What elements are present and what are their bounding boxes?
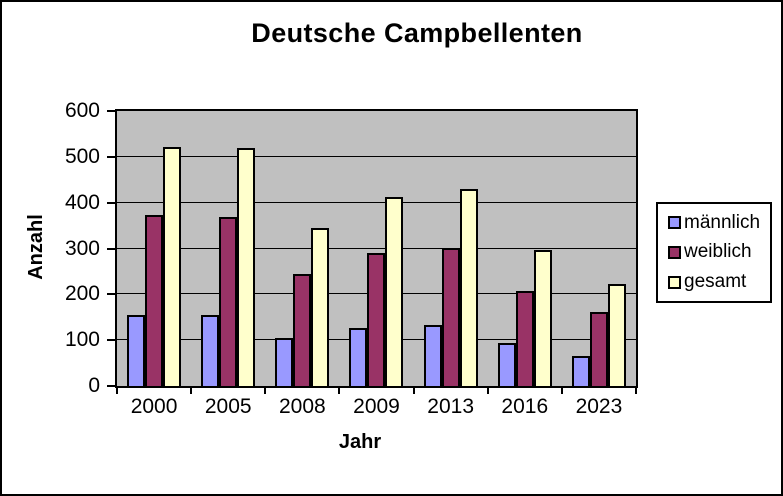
x-axis-tick-label: 2008 (278, 395, 326, 418)
legend-item: männlich (668, 212, 768, 234)
bar-gesamt (533, 250, 552, 386)
y-axis-tick (107, 385, 115, 387)
x-axis-tick-label: 2016 (501, 395, 549, 418)
bar-weiblich (145, 215, 164, 386)
gridline (117, 247, 636, 249)
bar-weiblich (515, 291, 534, 386)
bar-weiblich (219, 217, 238, 386)
legend-swatch-gesamt (668, 275, 681, 289)
legend-label: weiblich (684, 241, 752, 263)
chart-title: Deutsche Campbellenten (251, 18, 583, 48)
plot-area (115, 109, 638, 388)
legend-item: weiblich (668, 241, 768, 263)
bar-gesamt (311, 228, 330, 386)
legend-item: gesamt (668, 271, 768, 293)
y-axis-tick-label: 200 (64, 282, 100, 306)
bar-männlich (201, 315, 220, 386)
bar-männlich (349, 328, 368, 386)
bar-gesamt (607, 284, 626, 386)
y-axis-tick-label: 100 (64, 328, 100, 352)
y-axis-tick (107, 247, 115, 250)
y-axis-tick (107, 110, 115, 112)
bar-männlich (571, 356, 590, 386)
x-axis-tick (560, 388, 563, 394)
gridline (117, 201, 636, 203)
bar-group (562, 111, 636, 386)
legend-swatch-weiblich (668, 245, 681, 259)
bar-group (265, 111, 339, 386)
y-axis-tick (107, 293, 115, 296)
bar-gesamt (385, 197, 404, 386)
bar-weiblich (441, 248, 460, 386)
y-axis-tick (107, 155, 115, 158)
bar-gesamt (237, 148, 256, 386)
bar-männlich (497, 343, 516, 386)
x-axis-tick (338, 388, 341, 394)
y-axis-tick (107, 201, 115, 204)
x-axis-tick (190, 388, 193, 394)
x-axis-tick-label: 2023 (575, 395, 623, 418)
y-axis-tick (107, 339, 115, 342)
gridline (117, 155, 636, 157)
x-axis-tick-label: 2000 (130, 395, 178, 418)
legend-label: gesamt (684, 271, 747, 293)
y-axis-tick-label: 500 (64, 144, 100, 168)
bar-männlich (275, 338, 294, 386)
x-axis-tick (412, 388, 415, 394)
x-axis-tick (116, 388, 118, 394)
y-axis-tick-label: 600 (64, 99, 100, 122)
bar-group (488, 111, 562, 386)
bar-group (339, 111, 413, 386)
bar-weiblich (589, 312, 608, 386)
y-axis-tick-label: 400 (64, 190, 100, 214)
y-axis-tick-label: 0 (88, 374, 100, 397)
x-axis-tick (264, 388, 267, 394)
legend-label: männlich (684, 211, 761, 233)
bar-männlich (423, 325, 442, 386)
bar-gesamt (459, 189, 478, 386)
bar-group (414, 111, 488, 386)
y-axis-tick-label: 300 (64, 236, 100, 260)
legend-swatch-männlich (668, 216, 681, 230)
x-axis-tick (635, 388, 637, 394)
bar-männlich (127, 315, 146, 386)
x-axis-tick (486, 388, 489, 394)
bar-weiblich (293, 274, 312, 386)
bar-group (191, 111, 265, 386)
bar-weiblich (367, 253, 386, 386)
bar-gesamt (163, 147, 182, 386)
x-axis-tick-label: 2005 (204, 395, 252, 418)
x-axis-tick-label: 2009 (353, 395, 400, 418)
x-axis-title: Jahr (338, 431, 382, 453)
legend: männlich weiblich gesamt (656, 202, 772, 303)
x-axis-tick-label: 2013 (427, 395, 474, 418)
bar-group (117, 111, 191, 386)
